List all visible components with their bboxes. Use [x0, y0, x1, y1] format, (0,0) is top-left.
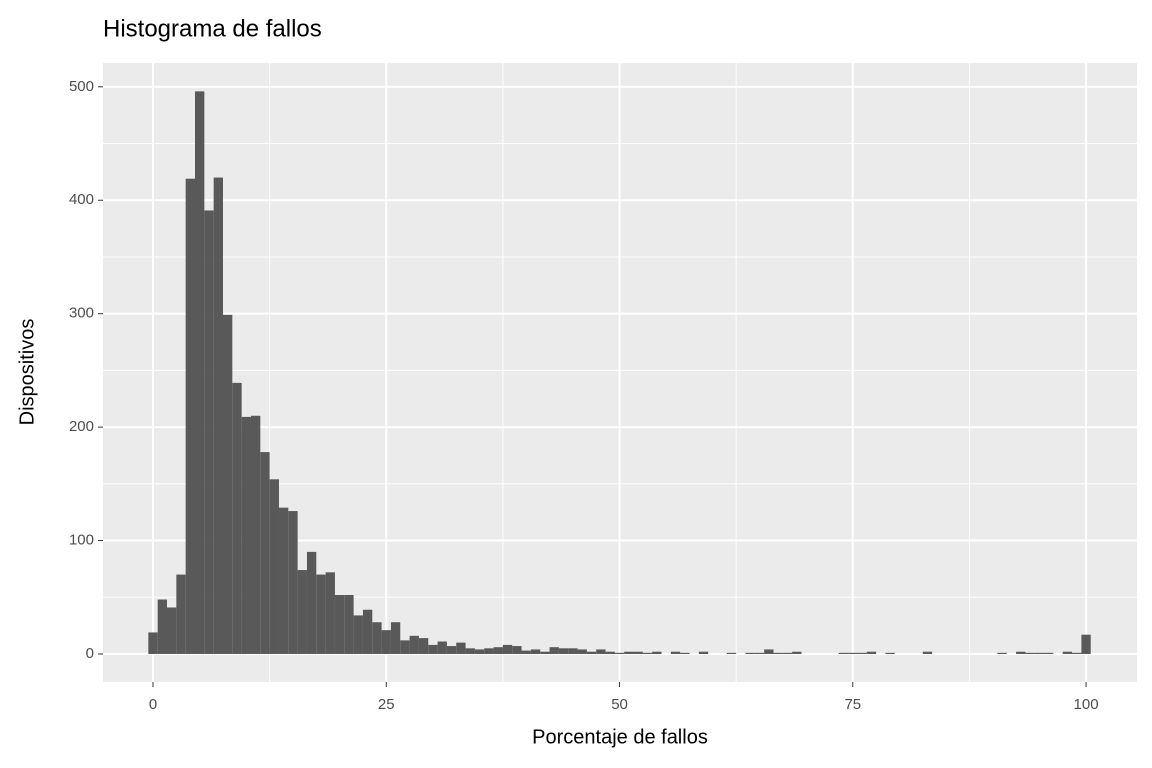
y-tick-label: 300	[69, 305, 94, 322]
bar	[1072, 652, 1082, 654]
y-tick-label: 500	[69, 78, 94, 95]
bar	[390, 622, 401, 654]
bar	[204, 210, 214, 654]
bar	[428, 644, 438, 654]
bar	[866, 651, 877, 654]
bar	[586, 651, 597, 654]
bar	[605, 651, 615, 654]
bar	[530, 649, 541, 654]
bar	[1016, 651, 1026, 654]
chart-title: Histograma de fallos	[103, 15, 322, 42]
bar	[577, 649, 587, 654]
bar	[549, 647, 559, 654]
bar	[726, 652, 737, 654]
bar	[288, 511, 298, 654]
bar	[446, 646, 457, 654]
bar	[568, 648, 578, 654]
y-tick-label: 200	[69, 418, 94, 435]
bar	[1025, 652, 1035, 654]
y-tick-label: 0	[86, 645, 94, 662]
bar	[167, 607, 177, 654]
bar	[1034, 652, 1045, 654]
bar	[596, 649, 606, 654]
bar	[633, 651, 643, 654]
bar	[782, 652, 793, 654]
bar	[1062, 651, 1073, 654]
bar	[241, 416, 251, 654]
bar	[260, 452, 270, 654]
bar	[922, 651, 933, 654]
bar	[642, 652, 653, 654]
bar	[381, 630, 391, 654]
y-tick-label: 100	[69, 532, 94, 549]
bar	[558, 648, 569, 654]
bar	[764, 649, 774, 654]
bar	[754, 652, 765, 654]
bar	[680, 652, 690, 654]
bar	[344, 594, 354, 654]
x-tick-label: 50	[611, 696, 628, 713]
bar	[493, 647, 503, 654]
bar	[269, 479, 279, 654]
bar	[418, 638, 429, 654]
bar	[848, 652, 858, 654]
bar	[652, 651, 662, 654]
x-tick-label: 75	[844, 696, 861, 713]
bar	[474, 649, 485, 654]
bar	[857, 652, 867, 654]
bar	[222, 314, 233, 654]
bar	[400, 640, 410, 654]
bar	[540, 651, 550, 654]
x-tick-label: 100	[1074, 696, 1099, 713]
bar	[325, 572, 335, 654]
bar	[521, 650, 531, 654]
bar	[502, 644, 513, 654]
bar	[213, 177, 223, 654]
y-tick-label: 400	[69, 191, 94, 208]
bar	[838, 652, 849, 654]
bar	[278, 507, 289, 654]
bar	[409, 635, 419, 654]
bar	[306, 551, 317, 654]
bars	[148, 91, 1091, 654]
bar	[194, 91, 205, 654]
bar	[157, 599, 168, 654]
bar	[670, 651, 681, 654]
bar	[148, 632, 158, 654]
bar	[297, 570, 307, 654]
bar	[456, 642, 466, 654]
bar	[334, 594, 345, 654]
x-tick-label: 25	[378, 696, 395, 713]
bar	[362, 609, 373, 654]
bar	[185, 178, 195, 654]
bar	[698, 651, 709, 654]
bar	[250, 415, 261, 654]
bar	[353, 615, 363, 654]
bar	[465, 648, 475, 654]
bar	[512, 646, 522, 654]
bar	[232, 382, 242, 654]
x-tick-label: 0	[149, 696, 157, 713]
bar	[997, 652, 1007, 654]
bar	[484, 648, 494, 654]
bar	[372, 622, 382, 654]
bar	[792, 651, 802, 654]
bar	[437, 641, 447, 654]
bar	[773, 652, 783, 654]
bar	[316, 574, 326, 654]
bar	[1044, 652, 1054, 654]
bar	[176, 574, 186, 654]
x-axis-title: Porcentaje de fallos	[532, 726, 708, 748]
bar	[745, 652, 755, 654]
y-axis-title: Dispositivos	[16, 319, 38, 426]
bar	[1081, 634, 1091, 654]
bar	[885, 652, 895, 654]
bar	[624, 651, 634, 654]
bar	[614, 652, 625, 654]
